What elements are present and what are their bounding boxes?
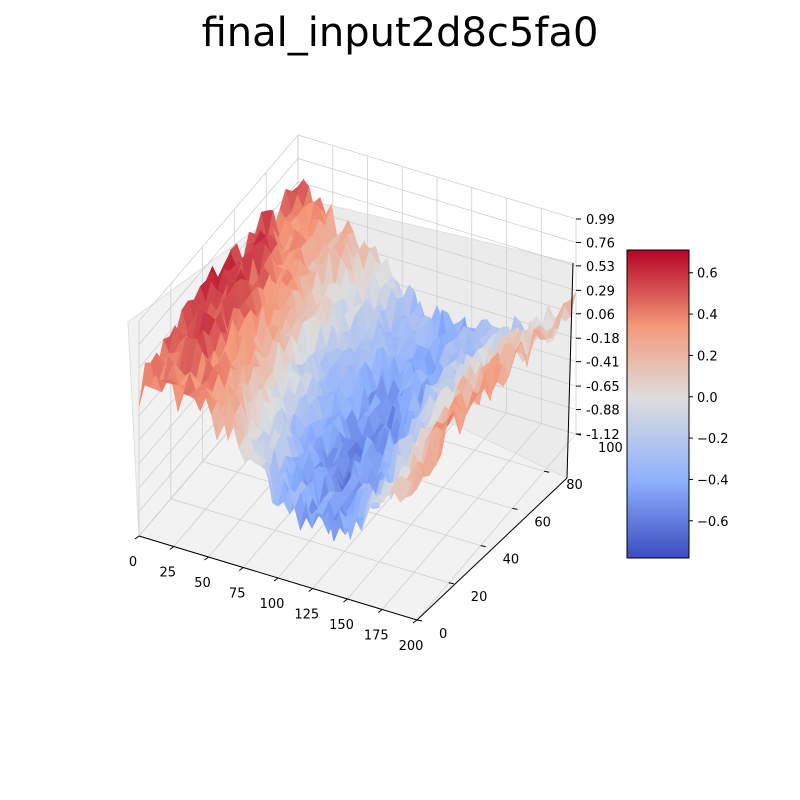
y-axis-line [416,477,568,621]
x-tick-label: 0 [129,555,137,570]
colorbar-tick-label: 0.6 [697,267,718,282]
z-axis-ticks: -1.12 -0.88 -0.65 -0.41 -0.18 0.06 0.29 0.53 0.7… [576,213,620,443]
y-tick-mark [544,470,550,473]
y-tick-mark [480,545,486,548]
x-tick-mark [169,546,175,550]
x-tick-label: 75 [229,587,246,602]
z-tick-label: 0.53 [586,260,615,275]
x-tick-mark [238,567,244,571]
colorbar-tick-label: 0.2 [697,349,718,364]
y-tick-label: 40 [503,553,520,568]
x-tick-mark [377,609,383,613]
y-axis-ticks: 0 20 40 60 80 100 [416,433,623,642]
x-tick-mark [134,535,140,540]
x-tick-mark [308,588,314,592]
colorbar-tick-label: −0.4 [697,473,729,488]
colorbar-tick-label: 0.0 [697,391,718,406]
x-tick-label: 175 [364,629,389,644]
x-tick-mark [412,619,418,624]
z-tick-label: 0.06 [586,308,615,323]
y-tick-mark [512,507,518,510]
colorbar-tick-label: 0.4 [697,308,718,323]
x-tick-label: 50 [194,576,211,591]
colorbar-tick-label: −0.2 [697,432,729,447]
y-tick-label: 80 [566,478,583,493]
z-tick-label: -0.18 [586,332,620,347]
x-tick-mark [343,598,348,603]
surface-plot [138,178,577,543]
z-tick-label: -0.41 [586,356,620,371]
z-tick-label: -0.65 [586,380,620,395]
colorbar-tick-label: −0.6 [697,515,729,530]
x-tick-label: 150 [329,618,354,633]
z-tick-label: -0.88 [586,404,620,419]
z-axis-line [566,262,574,479]
z-grid-line [138,134,577,322]
y-tick-label: 60 [534,515,551,530]
chart-title: final_input2d8c5fa0 [201,10,599,56]
y-tick-mark [448,582,454,585]
z-tick-label: 0.29 [586,284,615,299]
colorbar [626,249,690,559]
z-tick-label: -1.12 [586,428,620,443]
surface-patch [411,460,424,497]
z-grid-line [138,157,577,345]
y-tick-label: 20 [471,590,488,605]
y-tick-mark [416,619,423,622]
x-tick-mark [204,556,209,561]
z-tick-label: 0.76 [586,236,615,251]
x-tick-label: 100 [260,597,285,612]
colorbar-ticks: 0.6 0.4 0.2 0.0 −0.2 −0.4 −0.6 [689,267,729,530]
y-tick-label: 0 [439,627,447,642]
x-tick-label: 25 [159,566,176,581]
x-tick-label: 200 [399,639,424,654]
y-tick-label: 100 [598,441,623,456]
x-tick-mark [273,577,279,582]
z-tick-label: 0.99 [586,213,615,228]
x-axis-ticks: 0 25 50 75 100 125 150 175 200 [129,535,424,654]
x-tick-label: 125 [294,608,319,623]
